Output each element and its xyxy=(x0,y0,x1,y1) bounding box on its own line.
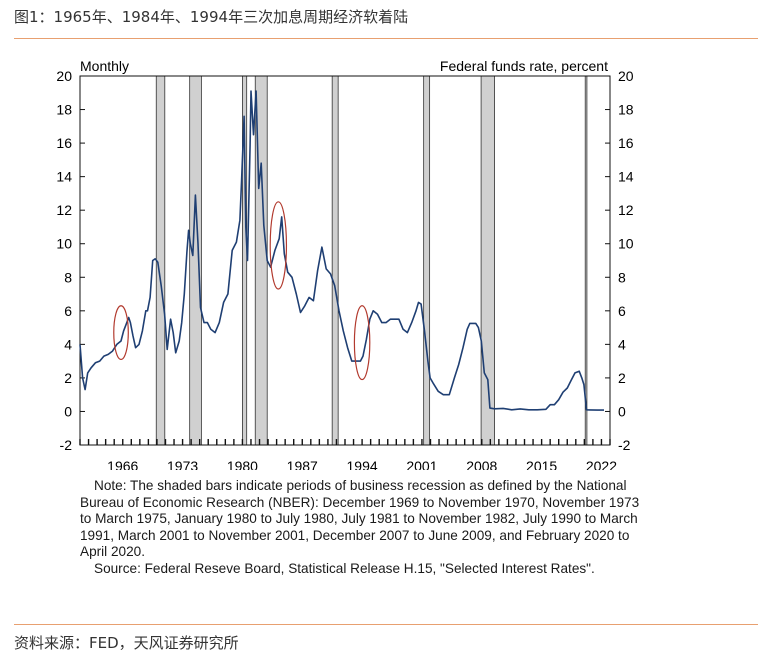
y-tick-label-right: 14 xyxy=(618,169,634,185)
y-tick-label-left: 6 xyxy=(64,303,72,319)
y-tick-label-right: 8 xyxy=(618,269,626,285)
y-tick-label-left: 10 xyxy=(56,236,72,252)
x-tick-label: 1987 xyxy=(287,458,318,470)
x-tick-label: 1980 xyxy=(227,458,258,470)
chart-note: Note: The shaded bars indicate periods o… xyxy=(80,478,640,577)
highlight-circle-1984 xyxy=(269,201,288,290)
y-tick-label-right: 12 xyxy=(618,202,634,218)
highlight-circles xyxy=(113,201,371,381)
x-tick-label: 1966 xyxy=(107,458,138,470)
chart-title-left: Monthly xyxy=(80,58,129,74)
recession-bar-5 xyxy=(331,75,339,446)
x-tick-label: 2001 xyxy=(406,458,437,470)
y-tick-label-left: 4 xyxy=(64,336,72,352)
y-tick-label-right: -2 xyxy=(618,437,631,453)
y-tick-label-right: 4 xyxy=(618,336,626,352)
y-tick-label-left: 12 xyxy=(56,202,72,218)
y-tick-label-right: 6 xyxy=(618,303,626,319)
x-tick-label: 2015 xyxy=(526,458,557,470)
source-note: Source: Federal Reseve Board, Statistica… xyxy=(94,560,595,576)
recession-bar-8 xyxy=(584,75,588,446)
y-tick-label-left: 8 xyxy=(64,269,72,285)
y-tick-label-left: 14 xyxy=(56,169,72,185)
y-tick-label-right: 10 xyxy=(618,236,634,252)
y-tick-label-right: 18 xyxy=(618,102,634,118)
x-tick-label: 1994 xyxy=(347,458,378,470)
recession-bar-6 xyxy=(423,75,431,446)
y-tick-label-left: 2 xyxy=(64,370,72,386)
y-tick-label-left: 18 xyxy=(56,102,72,118)
fed-funds-rate-chart: -2 -2 0 0 2 2 4 4 6 6 8 8 10 10 12 12 14 14 16 16 18 18 20 20 1… xyxy=(56,58,633,470)
y-ticks: -2 -2 0 0 2 2 4 4 6 6 8 8 10 10 12 12 14 14 16 16 18 18 20 20 xyxy=(56,68,633,453)
chart-title-right: Federal funds rate, percent xyxy=(440,58,608,74)
figure-title: 图1：1965年、1984年、1994年三次加息周期经济软着陆 xyxy=(14,8,409,26)
note-text: Note: The shaded bars indicate periods o… xyxy=(80,478,640,559)
y-tick-label-left: 0 xyxy=(64,403,72,419)
y-tick-label-right: 20 xyxy=(618,68,634,84)
y-tick-label-left: -2 xyxy=(60,437,73,453)
x-ticks: 1966 1973 1980 1987 1994 2001 2008 2015 2022 xyxy=(79,439,617,470)
top-divider xyxy=(14,38,758,39)
recession-bar-2 xyxy=(189,75,202,446)
x-tick-label: 1973 xyxy=(167,458,198,470)
x-tick-label: 2008 xyxy=(466,458,497,470)
source-credit: 资料来源：FED，天风证券研究所 xyxy=(14,634,239,652)
x-tick-label: 2022 xyxy=(586,458,617,470)
highlight-circle-1965 xyxy=(113,305,129,361)
recession-bars xyxy=(155,75,588,446)
rate-line xyxy=(79,90,604,411)
bottom-divider xyxy=(14,624,758,625)
y-tick-label-left: 20 xyxy=(56,68,72,84)
y-tick-label-right: 16 xyxy=(618,135,634,151)
highlight-circle-1994 xyxy=(353,305,371,381)
y-tick-label-left: 16 xyxy=(56,135,72,151)
y-tick-label-right: 2 xyxy=(618,370,626,386)
recession-bar-1 xyxy=(155,75,166,446)
y-tick-label-right: 0 xyxy=(618,403,626,419)
